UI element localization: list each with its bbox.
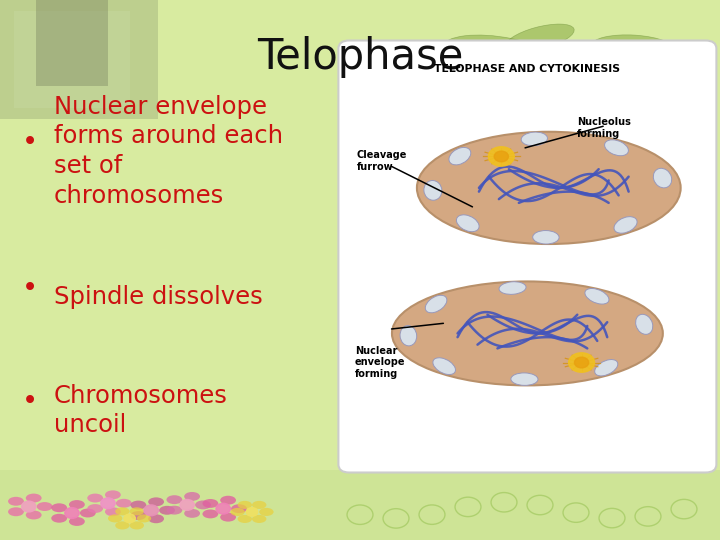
Ellipse shape	[653, 168, 672, 188]
Text: •: •	[22, 276, 38, 302]
Ellipse shape	[590, 35, 677, 62]
Text: Telophase: Telophase	[257, 36, 463, 78]
Ellipse shape	[105, 507, 121, 516]
Text: Nuclear envelope
forms around each
set of
chromosomes: Nuclear envelope forms around each set o…	[54, 94, 283, 208]
Ellipse shape	[533, 231, 559, 244]
Ellipse shape	[51, 514, 67, 523]
Ellipse shape	[231, 504, 247, 513]
Ellipse shape	[166, 505, 182, 515]
Circle shape	[569, 353, 595, 372]
Ellipse shape	[166, 495, 182, 504]
Ellipse shape	[26, 510, 42, 519]
Ellipse shape	[130, 508, 144, 516]
Ellipse shape	[148, 514, 164, 523]
Bar	[0, 0, 158, 119]
Ellipse shape	[605, 140, 629, 156]
Circle shape	[494, 151, 508, 162]
Circle shape	[180, 500, 194, 510]
Ellipse shape	[230, 508, 245, 516]
Ellipse shape	[220, 496, 236, 505]
Circle shape	[488, 147, 514, 166]
Ellipse shape	[392, 281, 663, 386]
Ellipse shape	[636, 314, 653, 334]
Ellipse shape	[511, 373, 538, 386]
Ellipse shape	[69, 500, 85, 509]
Ellipse shape	[130, 521, 144, 529]
Ellipse shape	[69, 517, 85, 526]
Ellipse shape	[8, 497, 24, 506]
Ellipse shape	[115, 521, 130, 529]
Ellipse shape	[220, 512, 236, 522]
Ellipse shape	[195, 501, 211, 509]
Ellipse shape	[116, 499, 132, 508]
Ellipse shape	[202, 499, 218, 508]
Ellipse shape	[433, 358, 456, 375]
Circle shape	[22, 501, 36, 512]
Ellipse shape	[87, 504, 103, 513]
Circle shape	[101, 498, 115, 509]
FancyBboxPatch shape	[338, 40, 716, 472]
Ellipse shape	[87, 494, 103, 503]
Ellipse shape	[400, 326, 417, 346]
Ellipse shape	[202, 509, 218, 518]
Ellipse shape	[523, 53, 629, 87]
Ellipse shape	[130, 511, 146, 520]
Ellipse shape	[259, 508, 274, 516]
Ellipse shape	[456, 215, 479, 232]
Ellipse shape	[115, 508, 130, 516]
Bar	[14, 11, 130, 108]
Text: Spindle dissolves: Spindle dissolves	[54, 285, 263, 309]
Ellipse shape	[252, 515, 266, 523]
Ellipse shape	[595, 360, 618, 376]
Ellipse shape	[238, 515, 252, 523]
Text: TELOPHASE AND CYTOKINESIS: TELOPHASE AND CYTOKINESIS	[434, 64, 621, 75]
Ellipse shape	[148, 497, 164, 507]
Circle shape	[124, 514, 135, 523]
Ellipse shape	[441, 35, 567, 84]
Ellipse shape	[26, 494, 42, 503]
Text: Chromosomes
uncoil: Chromosomes uncoil	[54, 383, 228, 437]
Text: •: •	[22, 130, 38, 156]
Ellipse shape	[137, 514, 151, 523]
Bar	[0, 470, 720, 540]
Ellipse shape	[108, 514, 122, 523]
Ellipse shape	[130, 501, 146, 510]
Ellipse shape	[614, 217, 637, 233]
Ellipse shape	[51, 503, 67, 512]
Ellipse shape	[184, 509, 200, 518]
Ellipse shape	[105, 490, 121, 500]
Bar	[36, 0, 108, 86]
Ellipse shape	[238, 501, 252, 509]
Text: •: •	[22, 389, 38, 415]
Ellipse shape	[417, 132, 680, 244]
Circle shape	[216, 503, 230, 514]
Ellipse shape	[159, 506, 175, 515]
Ellipse shape	[585, 288, 609, 304]
Text: Nuclear
envelope
forming: Nuclear envelope forming	[355, 346, 405, 379]
Ellipse shape	[499, 282, 526, 294]
Circle shape	[144, 505, 158, 516]
Ellipse shape	[424, 180, 442, 200]
Ellipse shape	[8, 507, 24, 516]
Ellipse shape	[252, 501, 266, 509]
Ellipse shape	[80, 509, 96, 517]
Ellipse shape	[37, 502, 53, 511]
Circle shape	[65, 508, 79, 518]
Circle shape	[246, 508, 258, 516]
Circle shape	[575, 357, 589, 368]
Ellipse shape	[521, 132, 547, 146]
Ellipse shape	[449, 147, 471, 165]
Ellipse shape	[426, 295, 447, 313]
Ellipse shape	[506, 24, 574, 51]
Text: Cleavage
furrow: Cleavage furrow	[356, 151, 407, 172]
Ellipse shape	[184, 492, 200, 501]
Text: Nucleolus
forming: Nucleolus forming	[577, 117, 631, 139]
